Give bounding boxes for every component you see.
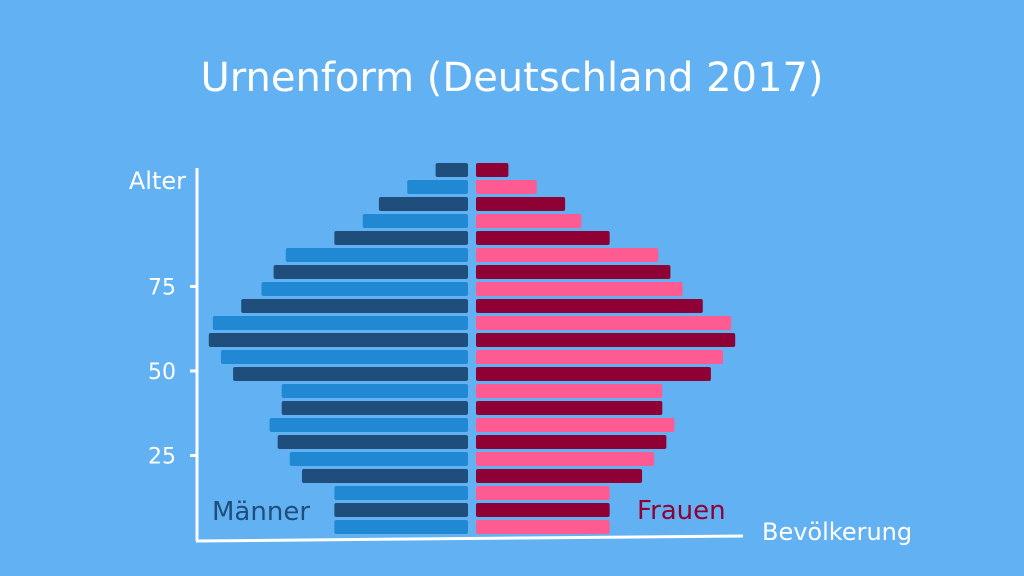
bar-men-3 <box>301 469 468 483</box>
legend-frauen: Frauen <box>637 496 726 526</box>
bar-women-3 <box>476 469 643 483</box>
bar-women-16 <box>476 248 659 262</box>
y-tick-label-25: 25 <box>148 444 176 469</box>
bar-men-7 <box>281 401 468 415</box>
y-tick-label-50: 50 <box>148 360 176 385</box>
bar-women-7 <box>476 401 663 415</box>
bar-women-5 <box>476 435 667 449</box>
x-axis-label: Bevölkerung <box>762 518 912 546</box>
bar-women-15 <box>476 265 671 279</box>
bar-women-13 <box>476 299 703 313</box>
legend-maenner: Männer <box>212 497 310 527</box>
bar-men-18 <box>362 214 468 228</box>
bar-women-9 <box>476 367 711 381</box>
bar-women-19 <box>476 197 566 211</box>
bar-men-10 <box>220 350 468 364</box>
bar-men-13 <box>241 299 468 313</box>
bar-men-4 <box>289 452 468 466</box>
bar-women-4 <box>476 452 655 466</box>
bar-men-0 <box>334 520 468 534</box>
bar-men-12 <box>212 316 468 330</box>
bar-men-15 <box>273 265 468 279</box>
bars-women <box>476 163 736 534</box>
axes <box>195 168 744 543</box>
bar-men-6 <box>269 418 468 432</box>
bar-women-14 <box>476 282 683 296</box>
bar-men-20 <box>407 180 468 194</box>
bar-men-1 <box>334 503 468 517</box>
bar-men-14 <box>261 282 468 296</box>
bar-women-21 <box>476 163 509 177</box>
bar-men-5 <box>277 435 468 449</box>
chart-title: Urnenform (Deutschland 2017) <box>200 55 824 101</box>
bar-women-0 <box>476 520 610 534</box>
bar-women-18 <box>476 214 582 228</box>
bar-women-20 <box>476 180 537 194</box>
bar-men-19 <box>378 197 468 211</box>
bar-men-8 <box>281 384 468 398</box>
bar-women-10 <box>476 350 724 364</box>
bar-men-9 <box>233 367 468 381</box>
y-ticks: 25 50 75 <box>148 275 197 469</box>
bar-women-17 <box>476 231 610 245</box>
bar-women-8 <box>476 384 663 398</box>
bar-women-11 <box>476 333 736 347</box>
bar-women-1 <box>476 503 610 517</box>
bar-men-21 <box>435 163 468 177</box>
x-axis-line <box>195 534 744 543</box>
bar-men-16 <box>285 248 468 262</box>
bar-men-2 <box>334 486 468 500</box>
bar-women-6 <box>476 418 675 432</box>
bar-women-2 <box>476 486 610 500</box>
bar-women-12 <box>476 316 732 330</box>
bars-men <box>208 163 469 534</box>
bar-men-17 <box>334 231 468 245</box>
bar-men-11 <box>208 333 469 347</box>
y-axis-label: Alter <box>129 167 186 195</box>
y-tick-label-75: 75 <box>148 275 176 300</box>
